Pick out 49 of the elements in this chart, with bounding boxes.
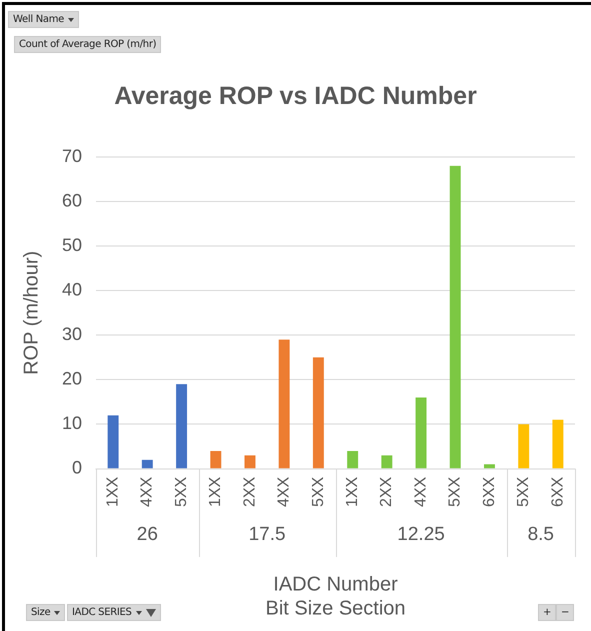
- text: −: [561, 607, 570, 618]
- text: 8.5: [528, 524, 554, 546]
- bar: [552, 420, 564, 468]
- y-tick-label: 30: [62, 324, 82, 344]
- x-axis-title: IADC Number Bit Size Section: [265, 574, 406, 620]
- text: 17.5: [248, 524, 286, 546]
- y-tick-label: 0: [72, 458, 82, 478]
- x-tick-label: 2XX: [241, 476, 258, 508]
- x-tick-label: 5XX: [310, 476, 327, 508]
- bar: [416, 398, 427, 468]
- x-tick-label: 5XX: [446, 476, 464, 508]
- x-tick-label: 6XX: [480, 476, 498, 508]
- bar: [484, 464, 495, 468]
- x-tick-label: 1XX: [104, 476, 122, 508]
- bar: [244, 455, 256, 468]
- text: +: [543, 607, 552, 618]
- text: IADC SERIES: [72, 607, 132, 618]
- chart-title: Average ROP vs IADC Number: [114, 82, 478, 110]
- bar: [278, 340, 290, 468]
- bar: [518, 424, 530, 468]
- x-tick-label: 4XX: [412, 476, 430, 508]
- y-tick-label: 40: [62, 280, 82, 300]
- bar: [450, 166, 461, 468]
- text: 26: [136, 524, 158, 546]
- bar: [108, 415, 119, 468]
- bar: [176, 384, 188, 468]
- text: Well Name: [13, 14, 64, 25]
- y-tick-label: 50: [62, 235, 82, 256]
- y-tick-label: 70: [62, 146, 82, 166]
- y-tick-label: 20: [62, 368, 82, 389]
- x-tick-label: 4XX: [276, 476, 293, 508]
- bar: [210, 450, 222, 468]
- y-tick-label: 10: [62, 413, 82, 434]
- x-tick-label: 5XX: [515, 476, 532, 508]
- x-tick-label: 2XX: [378, 476, 396, 508]
- bar: [312, 357, 324, 468]
- text: 12.25: [397, 524, 445, 546]
- bar: [381, 455, 392, 468]
- x-tick-label: 1XX: [207, 476, 224, 508]
- x-tick-label: 5XX: [172, 476, 190, 508]
- text: Size: [31, 607, 50, 618]
- x-tick-label: 4XX: [138, 476, 156, 508]
- x-tick-label: 6XX: [549, 476, 566, 508]
- y-tick-label: 60: [62, 190, 82, 211]
- y-axis-title: ROP (m/hour): [20, 250, 43, 375]
- x-tick-label: 1XX: [344, 476, 362, 508]
- bar: [142, 460, 153, 468]
- bar: [347, 450, 358, 468]
- text: Count of Average ROP (m/hr): [19, 39, 156, 50]
